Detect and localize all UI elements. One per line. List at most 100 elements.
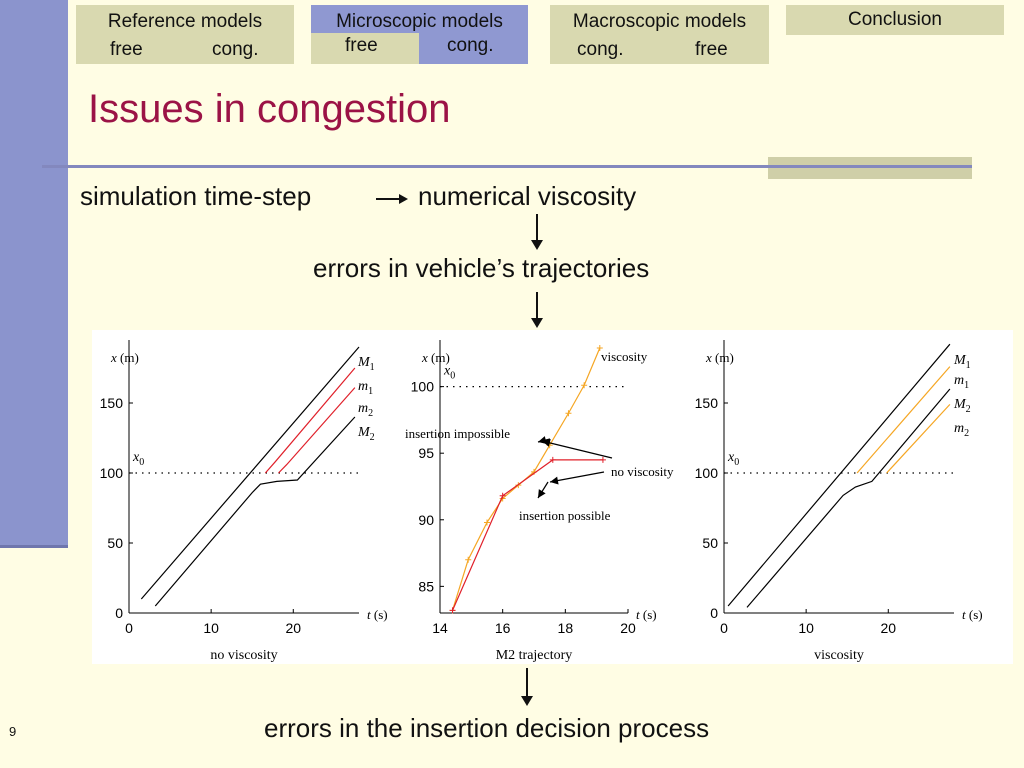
nav-link-free[interactable]: free [345,35,378,56]
series-label: m1 [358,379,373,397]
slide-title: Issues in congestion [88,87,451,131]
y-axis-label: x (m) [421,350,450,365]
flow-middle-text: errors in vehicle’s trajectories [313,253,650,283]
x-tick-label: 10 [203,620,219,636]
nav-title: Reference models [107,11,263,32]
series-label: M2 [357,425,375,443]
series-label: viscosity [601,349,648,364]
x-axis-label: t (s) [636,607,657,622]
y-tick-label: 95 [418,445,434,461]
data-point [596,344,603,351]
nav-highlight-active [419,33,528,64]
nav-link-free[interactable]: free [110,39,143,60]
nav-link-cong[interactable]: cong. [577,39,624,60]
series-line [746,388,951,608]
series-label: m2 [954,421,969,439]
data-point [549,456,556,463]
header-rule-accent [768,165,972,168]
nav-conclusion[interactable]: Conclusion [786,5,1004,35]
x-tick-label: 10 [798,620,814,636]
right-arrow-icon [376,195,408,203]
x-axis-label: t (s) [367,607,388,622]
sidebar-underline [0,545,68,548]
series-line [140,346,360,600]
data-point [484,519,490,526]
x-tick-label: 20 [880,620,896,636]
nav-link-cong[interactable]: cong. [212,39,259,60]
reference-line-label: x0 [443,364,455,382]
series-label: M1 [953,353,971,371]
series-label: no viscosity [611,464,674,479]
x-tick-label: 16 [495,620,511,636]
y-tick-label: 150 [695,395,719,411]
annotation-arrowhead [542,439,551,447]
chart-figure: 0 10 20 0 50 100 150 x (m) t (s) no viscosity x0 M1… [92,330,1013,664]
y-tick-label: 50 [702,535,718,551]
y-tick-label: 90 [418,512,434,528]
sidebar-decoration [0,0,68,545]
y-tick-label: 0 [115,605,123,621]
annotation-label: insertion impossible [405,426,510,441]
x-tick-label: 20 [285,620,301,636]
y-axis-label: x (m) [705,350,734,365]
series-label: m1 [954,373,969,391]
x-tick-label: 14 [432,620,448,636]
flow-left-text: simulation time-step [80,181,312,211]
reference-line-label: x0 [132,450,144,468]
nav-macroscopic-models[interactable]: Macroscopic models cong. free [550,5,769,64]
page-number: 9 [9,724,17,739]
series-line [727,343,951,607]
annotation-arrow [541,440,613,459]
x-tick-label: 0 [720,620,728,636]
series-label: M1 [357,355,375,373]
series-label: m2 [358,401,373,419]
series-label: M2 [953,397,971,415]
chart-caption: no viscosity [210,648,277,663]
chart-caption: viscosity [814,648,864,663]
header-rule-box [768,157,972,179]
x-axis-label: t (s) [962,607,983,622]
x-tick-label: 0 [125,620,133,636]
flow-right-text: numerical viscosity [418,181,637,211]
y-tick-label: 100 [695,465,719,481]
nav-link-free[interactable]: free [695,39,728,60]
nav-title: Conclusion [848,9,942,30]
nav-title: Macroscopic models [572,11,747,32]
y-tick-label: 150 [100,395,124,411]
annotation-arrow [549,471,605,483]
series-line [154,416,356,607]
y-tick-label: 0 [710,605,718,621]
y-tick-label: 100 [411,379,435,395]
down-arrow-icon [531,292,543,328]
annotation-arrowhead [538,489,546,498]
series-line [886,403,951,474]
nav-reference-models[interactable]: Reference models free cong. [76,5,294,64]
nav-title: Microscopic models [336,11,503,32]
annotation-arrowhead [550,476,559,485]
series-line [451,459,603,611]
nav-highlight [311,5,528,33]
nav-link-cong[interactable]: cong. [447,35,494,56]
data-point [465,556,472,563]
series-line [264,367,356,474]
series-line [856,366,951,474]
down-arrow-icon [531,214,543,250]
data-point [581,382,588,389]
chart-caption: M2 trajectory [496,648,573,663]
y-tick-label: 100 [100,465,124,481]
data-point [565,410,572,417]
data-point [449,607,456,614]
annotation-label: insertion possible [519,508,611,523]
data-point [499,492,506,499]
series-line [278,387,356,474]
flow-bottom-text: errors in the insertion decision process [264,713,710,743]
y-tick-label: 50 [107,535,123,551]
header-rule [42,165,972,168]
x-tick-label: 20 [620,620,636,636]
down-arrow-icon [521,668,533,706]
y-tick-label: 85 [418,578,434,594]
x-tick-label: 18 [558,620,574,636]
nav-microscopic-models[interactable]: Microscopic models free cong. [311,5,528,64]
reference-line-label: x0 [727,450,739,468]
